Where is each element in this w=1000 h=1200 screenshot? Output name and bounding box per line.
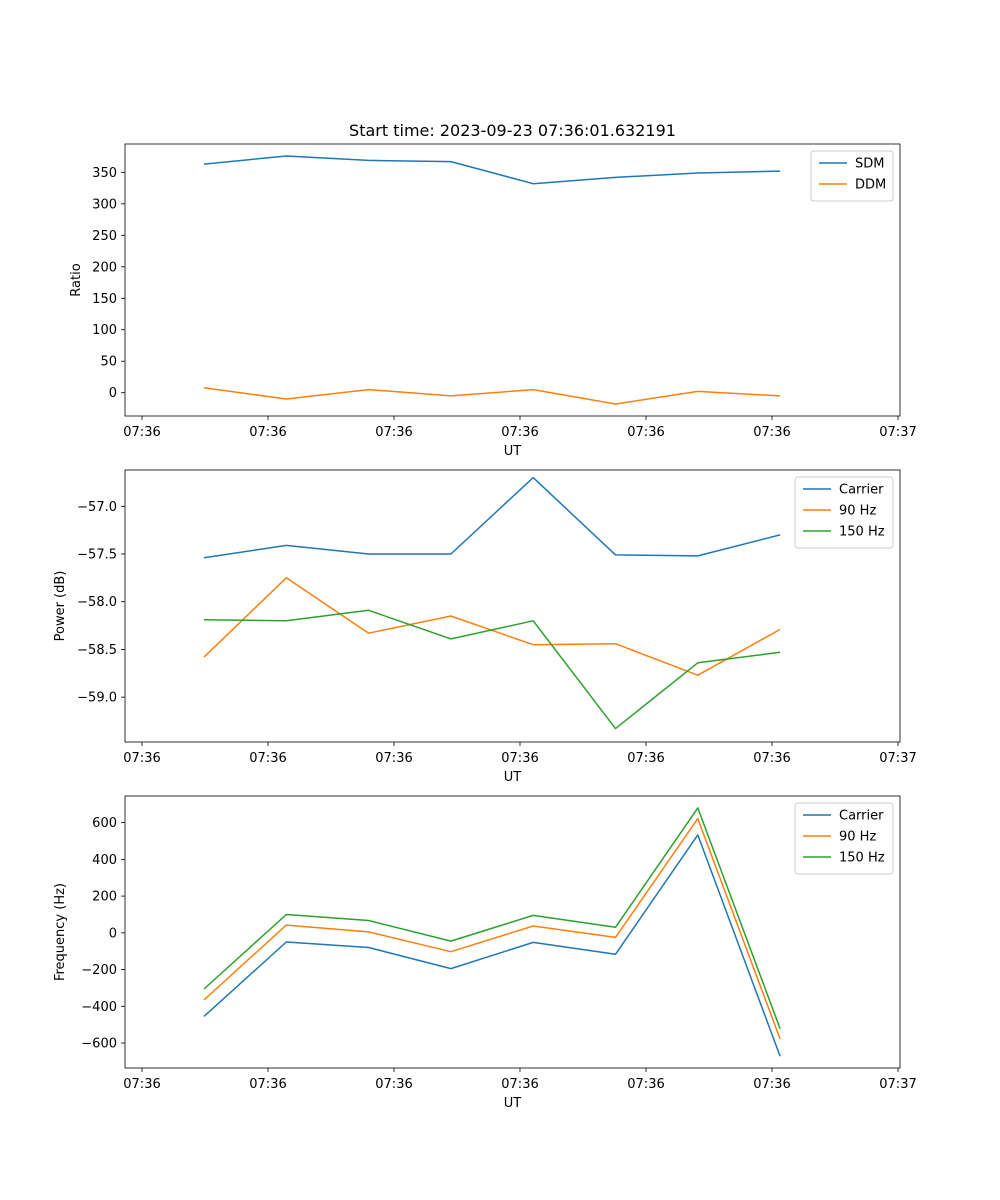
x-tick-label: 07:36	[753, 425, 790, 440]
y-tick-label: 150	[92, 292, 117, 307]
series-line-carrier	[203, 476, 781, 559]
y-tick-label: 350	[92, 166, 117, 181]
y-tick-label: 300	[92, 197, 117, 212]
axes-frame	[124, 143, 901, 417]
legend-label: SDM	[855, 157, 884, 172]
x-tick-label: 07:36	[627, 1077, 664, 1092]
y-tick-label: 200	[92, 890, 117, 905]
x-tick-label: 07:36	[753, 1077, 790, 1092]
x-tick-label: 07:36	[123, 425, 160, 440]
y-tick-label: −57.0	[77, 500, 117, 515]
y-axis-label: Ratio	[69, 263, 84, 296]
y-tick-label: −200	[81, 963, 117, 978]
subplot-1: 07:36 07:36 07:36 07:36 07:36 07:36 07:37 0 50 10…	[69, 143, 917, 459]
axes-frame	[124, 795, 901, 1069]
y-axis-label: Frequency (Hz)	[53, 883, 68, 981]
legend-label: 150 Hz	[839, 851, 885, 866]
x-tick-label: 07:36	[627, 751, 664, 766]
y-tick-label: 400	[92, 853, 117, 868]
series-line-150-hz	[203, 609, 781, 730]
series-line-ddm	[203, 386, 781, 405]
y-tick-label: −400	[81, 1000, 117, 1015]
legend-label: Carrier	[839, 809, 884, 824]
legend-label: Carrier	[839, 483, 884, 498]
x-tick-label: 07:36	[753, 751, 790, 766]
legend-label: 90 Hz	[839, 504, 876, 519]
x-tick-label: 07:36	[249, 1077, 286, 1092]
x-tick-label: 07:36	[249, 425, 286, 440]
x-tick-label: 07:36	[375, 1077, 412, 1092]
x-tick-label: 07:36	[375, 751, 412, 766]
x-axis-label: UT	[504, 444, 522, 459]
axes-frame	[124, 469, 901, 743]
x-tick-label: 07:36	[123, 1077, 160, 1092]
legend-label: DDM	[855, 178, 886, 193]
y-tick-label: −58.5	[77, 643, 117, 658]
y-tick-label: −59.0	[77, 691, 117, 706]
y-axis-label: Power (dB)	[53, 571, 68, 642]
x-tick-label: 07:36	[249, 751, 286, 766]
x-axis-label: UT	[504, 770, 522, 785]
legend: SDM DDM	[810, 150, 894, 202]
x-tick-label: 07:36	[627, 425, 664, 440]
subplot-3: 07:36 07:36 07:36 07:36 07:36 07:36 07:37 −600 −…	[53, 795, 917, 1111]
x-tick-label: 07:36	[501, 1077, 538, 1092]
x-tick-label: 07:36	[501, 751, 538, 766]
y-tick-label: 0	[109, 926, 117, 941]
y-tick-label: −600	[81, 1037, 117, 1052]
y-tick-label: 200	[92, 260, 117, 275]
series-line-sdm	[203, 155, 781, 185]
x-tick-label: 07:37	[879, 751, 916, 766]
y-tick-label: 600	[92, 816, 117, 831]
legend: Carrier 90 Hz 150 Hz	[794, 802, 894, 875]
series-line-150-hz	[203, 807, 781, 1029]
y-tick-label: 250	[92, 229, 117, 244]
x-tick-label: 07:36	[123, 751, 160, 766]
legend-label: 90 Hz	[839, 830, 876, 845]
y-tick-label: 50	[100, 355, 117, 370]
series-line-carrier	[203, 834, 781, 1057]
x-tick-label: 07:36	[501, 425, 538, 440]
chart-title: Start time: 2023-09-23 07:36:01.632191	[349, 121, 676, 140]
x-tick-label: 07:37	[879, 1077, 916, 1092]
subplot-2: 07:36 07:36 07:36 07:36 07:36 07:36 07:37 −59.0…	[53, 469, 917, 785]
x-axis-label: UT	[504, 1096, 522, 1111]
legend-label: 150 Hz	[839, 525, 885, 540]
x-tick-label: 07:36	[375, 425, 412, 440]
x-tick-label: 07:37	[879, 425, 916, 440]
legend: Carrier 90 Hz 150 Hz	[794, 476, 894, 549]
y-tick-label: −58.0	[77, 595, 117, 610]
series-line-90-hz	[203, 577, 781, 676]
y-tick-label: 100	[92, 323, 117, 338]
y-tick-label: −57.5	[77, 547, 117, 562]
y-tick-label: 0	[109, 386, 117, 401]
series-line-90-hz	[203, 817, 781, 1040]
subplots: 07:36 07:36 07:36 07:36 07:36 07:36 07:37 0 50 10…	[53, 143, 917, 1111]
